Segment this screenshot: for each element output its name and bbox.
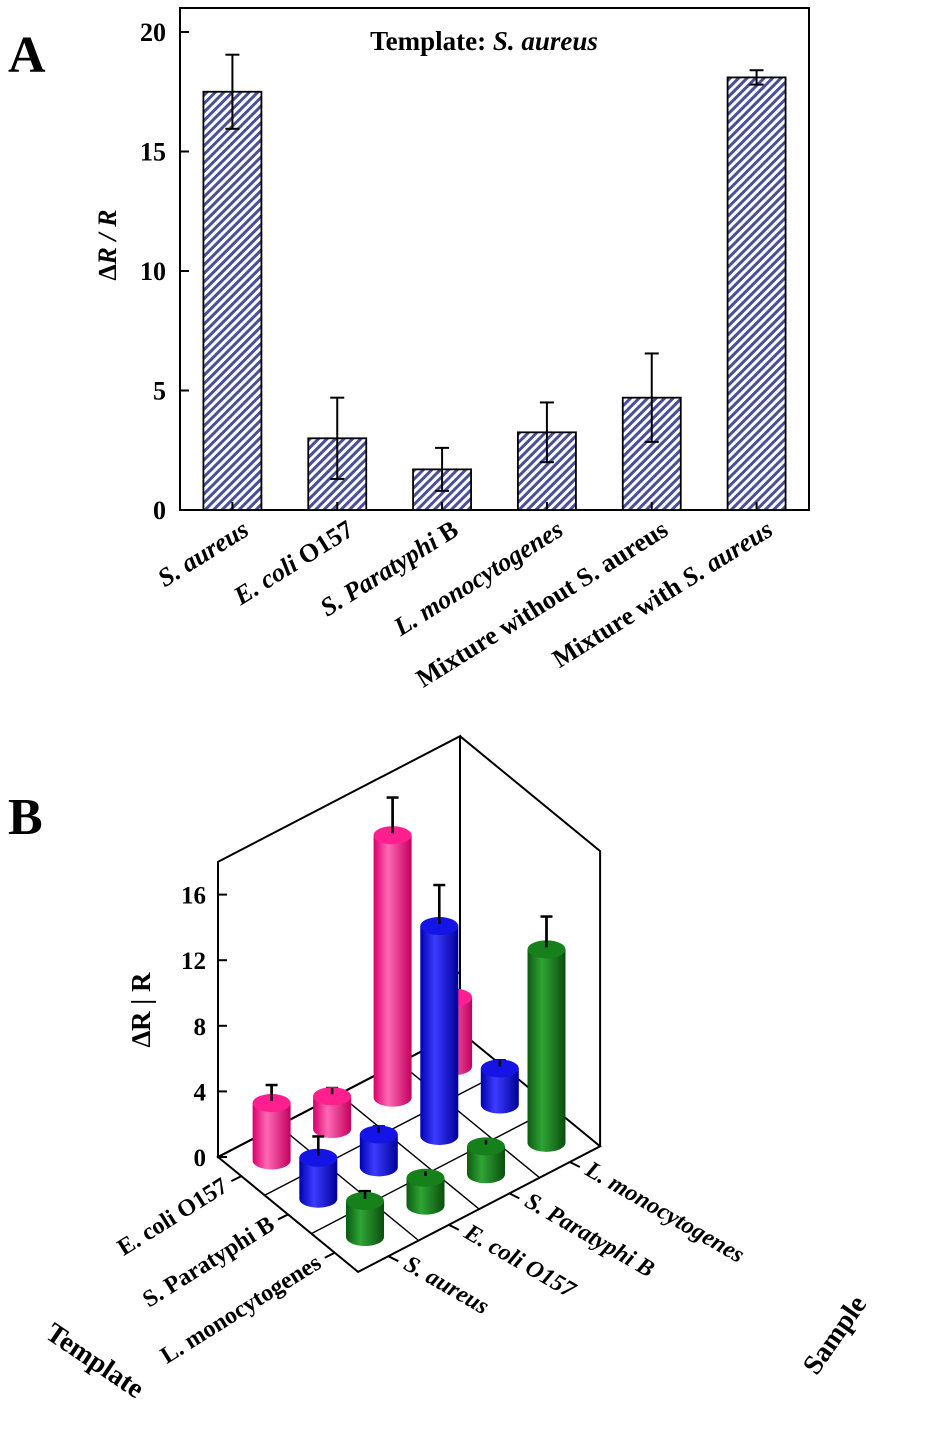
z-tick-label: 0 (194, 1145, 207, 1172)
panel-a-bars (202, 53, 787, 511)
y-tick-label: 0 (153, 496, 166, 525)
cylinder-bar (359, 1125, 398, 1177)
cylinder-top (299, 1148, 338, 1167)
panel-a-title: Template: S. aureus (370, 26, 598, 56)
cylinder-top (313, 1087, 352, 1106)
z-tick-label: 4 (194, 1079, 207, 1106)
cylinder-body (467, 1146, 505, 1184)
cylinder-body (527, 949, 566, 1152)
cylinder-body (480, 1068, 519, 1114)
cylinder-bar (420, 883, 459, 1145)
cylinder-body (299, 1157, 338, 1208)
z-tick-label: 12 (181, 948, 206, 975)
cylinder-body (252, 1103, 291, 1170)
panel-b-template-axis-title: Template (40, 1317, 149, 1405)
sample-tick-mark (508, 1192, 520, 1200)
cylinder-bar (467, 1137, 505, 1184)
panel-b-z-ticks: 0 4 8 12 16 (181, 883, 227, 1172)
cylinder-body (420, 926, 459, 1145)
template-tick-mark (230, 1175, 242, 1183)
y-tick-label: 15 (140, 138, 166, 167)
cylinder-bar (406, 1168, 445, 1215)
cylinder-body (346, 1200, 384, 1247)
cylinder-top (346, 1191, 384, 1210)
panel-b-sample-axis-title: Sample (797, 1290, 873, 1380)
cylinder-bar (252, 1083, 291, 1170)
cylinder-top (359, 1125, 398, 1144)
cylinder-body (373, 835, 412, 1107)
cylinder-body (359, 1134, 398, 1177)
bar (726, 76, 787, 511)
floor-grid-line (338, 1093, 480, 1210)
cylinder-top (527, 940, 566, 959)
right-wall (459, 735, 602, 1147)
sample-tick-mark (387, 1255, 399, 1263)
cylinder-body (313, 1096, 352, 1139)
sample-tick-label: S. aureus (399, 1251, 493, 1320)
cylinder-top (406, 1168, 445, 1187)
bar (202, 90, 263, 511)
cylinder-top (420, 917, 459, 936)
panel-b-z-axis-label: ∆R | R (126, 972, 156, 1047)
panel-a-y-axis-label: ∆R / R (93, 210, 122, 281)
panel-b-cylinders (252, 796, 566, 1247)
sample-tick-mark (448, 1223, 460, 1231)
cylinder-bar (480, 1059, 519, 1114)
template-tick-mark (277, 1213, 289, 1221)
cylinder-top (252, 1094, 291, 1113)
y-tick-label: 5 (153, 377, 166, 406)
panel-b-label: B (8, 789, 43, 846)
z-tick-label: 16 (181, 883, 206, 910)
cylinder-bar (346, 1189, 384, 1247)
cylinder-body (406, 1177, 445, 1215)
cylinder-top (467, 1137, 505, 1156)
cylinder-bar (373, 796, 412, 1107)
cylinder-top (480, 1059, 519, 1078)
y-tick-label: 20 (140, 18, 166, 47)
template-tick-mark (324, 1251, 336, 1259)
panel-a-label: A (8, 27, 46, 84)
floor-grid-line (278, 1125, 420, 1242)
cylinder-top (373, 826, 412, 845)
x-tick-label: L. monocytogenes (388, 514, 568, 642)
z-tick-label: 8 (194, 1014, 207, 1041)
panel-a-title-species: S. aureus (493, 26, 598, 56)
cylinder-bar (313, 1086, 352, 1139)
panel-a-title-prefix: Template: (370, 26, 493, 56)
sample-tick-mark (569, 1161, 581, 1168)
y-tick-label: 10 (140, 257, 166, 286)
panel-a-plot-frame (179, 7, 810, 511)
cylinder-bar (527, 915, 566, 1152)
cylinder-bar (299, 1135, 338, 1208)
panel-a-y-ticks: 0 5 10 15 20 (140, 18, 189, 525)
panel-a: A Template: S. aureus ∆R / R 0 5 10 15 20 S.… (8, 7, 810, 693)
